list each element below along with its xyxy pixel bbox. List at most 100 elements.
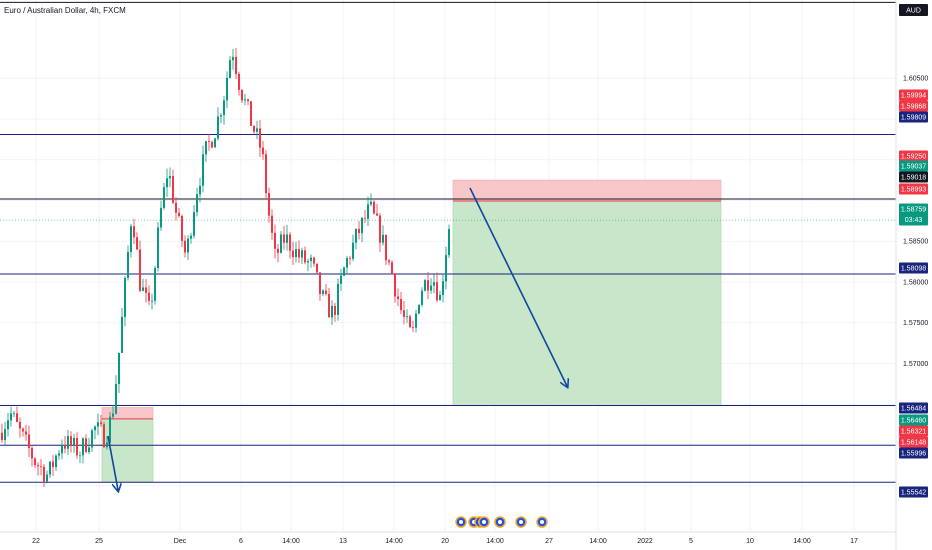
candle-body (34, 458, 36, 466)
event-marker-icon (455, 516, 467, 528)
candle-body (139, 249, 141, 291)
candle-body (217, 116, 219, 139)
candle-body (61, 444, 63, 454)
candle-body (412, 327, 414, 329)
candle-body (313, 257, 315, 264)
candle-body (28, 434, 30, 449)
candle-body (25, 431, 27, 435)
candle-body (385, 234, 387, 261)
candle-body (325, 290, 327, 294)
candle-body (430, 285, 432, 291)
position-zones (101, 179, 722, 483)
price-label-tag (899, 402, 928, 414)
candle-body (130, 226, 132, 252)
candles (1, 47, 450, 487)
price-label-text: 1.59868 (901, 104, 926, 111)
candle-body (184, 240, 186, 253)
candle-body (190, 235, 192, 239)
candle-body (424, 280, 426, 291)
candle-body (70, 436, 72, 446)
candle-body (265, 154, 267, 194)
candle-body (97, 422, 99, 427)
candle-body (259, 128, 261, 148)
candle-body (7, 420, 9, 430)
candle-body (121, 316, 123, 353)
candle-body (349, 258, 351, 259)
time-tick-label: 2022 (637, 538, 653, 545)
time-tick-label: 14:00 (282, 538, 300, 545)
event-marker-icon (515, 516, 527, 528)
candle-body (43, 466, 45, 482)
candle-body (235, 56, 237, 74)
candle-body (373, 201, 375, 214)
candle-body (391, 262, 393, 275)
countdown-label: 03:43 (905, 217, 923, 224)
price-tick-label: 1.60500 (903, 76, 928, 83)
candle-body (202, 154, 204, 186)
candle-body (334, 305, 336, 315)
candle-body (394, 274, 396, 297)
candle-body (415, 313, 417, 328)
candle-body (214, 138, 216, 148)
candle-body (388, 260, 390, 263)
candle-body (220, 115, 222, 117)
candle-body (340, 275, 342, 284)
candle-body (226, 77, 228, 101)
candle-body (442, 281, 444, 296)
time-tick-label: 14:00 (589, 538, 607, 545)
price-label-text: 1.59809 (901, 115, 926, 122)
candle-body (178, 212, 180, 216)
price-label-text: 1.59994 (901, 93, 926, 100)
time-tick-label: 5 (689, 538, 693, 545)
candle-body (427, 280, 429, 291)
candle-body (331, 305, 333, 318)
price-label-tag (899, 89, 928, 101)
price-label-text: 1.58993 (901, 187, 926, 194)
candle-body (355, 228, 357, 243)
time-tick-label: 17 (850, 538, 858, 545)
price-label-text: 1.59018 (901, 175, 926, 182)
price-label-tag (899, 111, 928, 123)
price-label-text: 1.55996 (901, 451, 926, 458)
price-tick-label: 1.57000 (903, 361, 928, 368)
chart-title: Euro / Australian Dollar, 4h, FXCM (4, 6, 126, 15)
candle-body (289, 234, 291, 251)
candle-body (283, 234, 285, 243)
time-tick-label: 14:00 (385, 538, 403, 545)
candle-body (418, 304, 420, 314)
candle-body (316, 263, 318, 273)
candle-body (133, 226, 135, 238)
candle-body (238, 73, 240, 90)
candle-body (76, 437, 78, 456)
time-tick-label: 22 (32, 538, 40, 545)
price-label-tag (899, 262, 928, 274)
price-axis: 1.605001.595001.585001.580001.575001.570… (895, 0, 928, 550)
candle-body (100, 422, 102, 425)
price-label-tag (899, 414, 928, 426)
time-tick-label: 14:00 (486, 538, 504, 545)
horizontal-levels (0, 1, 896, 483)
event-marker-icon (536, 516, 548, 528)
price-label-text: 1.59250 (901, 154, 926, 161)
candle-body (85, 438, 87, 453)
candle-body (223, 100, 225, 116)
candle-body (112, 413, 114, 417)
candle-body (400, 299, 402, 311)
candle-body (286, 234, 288, 243)
event-marker-icon (478, 516, 490, 528)
candle-body (343, 267, 345, 276)
event-marker-icon (494, 516, 506, 528)
currency-label: AUD (906, 8, 921, 15)
candle-body (256, 128, 258, 132)
price-label-text: 1.58759 (901, 207, 926, 214)
candle-body (304, 250, 306, 263)
time-tick-label: 25 (95, 538, 103, 545)
candle-body (211, 141, 213, 148)
candle-body (172, 176, 174, 203)
candle-body (115, 384, 117, 414)
candle-body (370, 201, 372, 205)
candle-body (205, 141, 207, 155)
candle-body (337, 283, 339, 315)
reward-zone (452, 200, 722, 406)
